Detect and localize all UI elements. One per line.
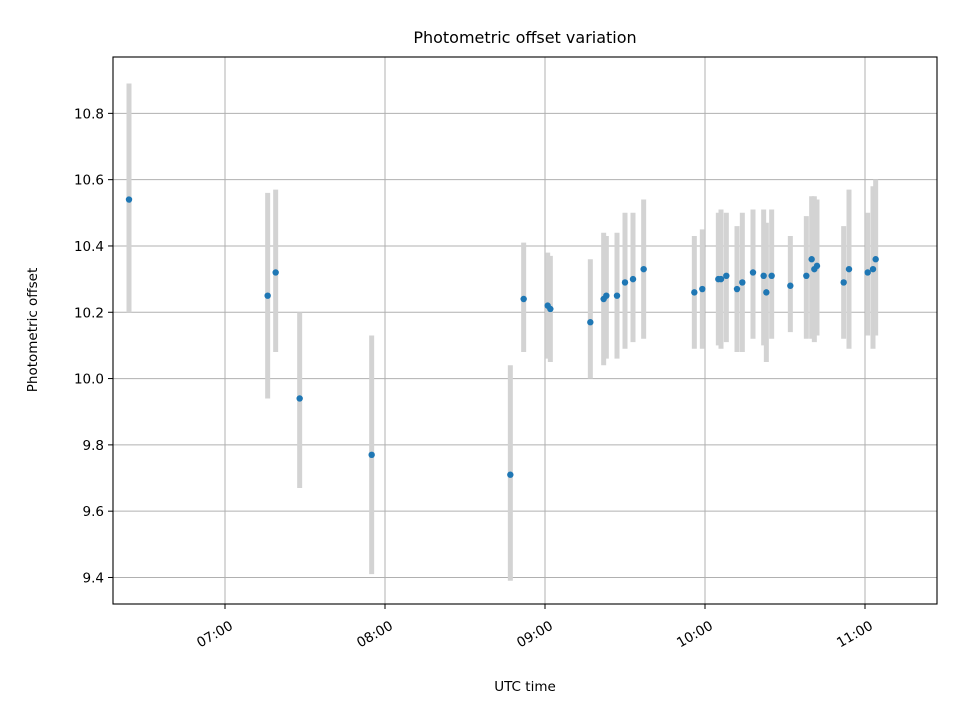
- data-point: [845, 265, 853, 273]
- data-point: [733, 285, 741, 293]
- chart-title: Photometric offset variation: [413, 28, 636, 47]
- data-points: [125, 196, 879, 478]
- y-tick-label: 9.6: [83, 504, 104, 520]
- data-point: [717, 275, 725, 283]
- data-point: [840, 279, 847, 286]
- y-tick-label: 10.4: [74, 239, 104, 255]
- y-tick-label: 10.0: [74, 372, 104, 388]
- data-point: [264, 292, 271, 299]
- data-point: [760, 272, 767, 279]
- data-point: [603, 292, 610, 299]
- data-point: [749, 269, 757, 276]
- data-point: [763, 289, 770, 296]
- data-point: [813, 262, 821, 270]
- data-point: [296, 395, 303, 402]
- data-point: [869, 265, 877, 273]
- data-point: [723, 272, 730, 279]
- x-axis-label: UTC time: [494, 679, 556, 695]
- data-point: [587, 319, 594, 326]
- data-point: [803, 272, 810, 279]
- data-point: [621, 279, 629, 286]
- data-point: [547, 305, 554, 313]
- data-point: [864, 269, 871, 276]
- data-point: [640, 265, 647, 273]
- y-axis-ticks: 9.4 9.6 9.8 10.0 10.2 10.4 10.6 10.8: [74, 106, 113, 586]
- data-point: [768, 272, 775, 279]
- data-point: [507, 471, 514, 478]
- grid: [113, 57, 937, 604]
- data-point: [125, 196, 133, 203]
- data-point: [691, 289, 698, 296]
- y-tick-label: 10.8: [74, 106, 104, 122]
- data-point: [872, 256, 879, 263]
- data-point: [272, 269, 279, 276]
- plot-frame: [112, 56, 938, 605]
- y-tick-label: 9.4: [83, 570, 104, 586]
- data-point: [787, 282, 794, 289]
- data-point: [520, 295, 527, 303]
- data-point: [699, 285, 706, 293]
- y-tick-label: 10.6: [74, 173, 104, 189]
- y-tick-label: 10.2: [74, 305, 104, 321]
- data-point: [739, 279, 746, 286]
- data-point: [368, 451, 375, 459]
- y-tick-label: 9.8: [83, 438, 104, 454]
- data-point: [808, 256, 815, 263]
- data-point: [629, 275, 637, 283]
- y-axis-label: Photometric offset: [25, 268, 41, 392]
- data-point: [613, 292, 621, 299]
